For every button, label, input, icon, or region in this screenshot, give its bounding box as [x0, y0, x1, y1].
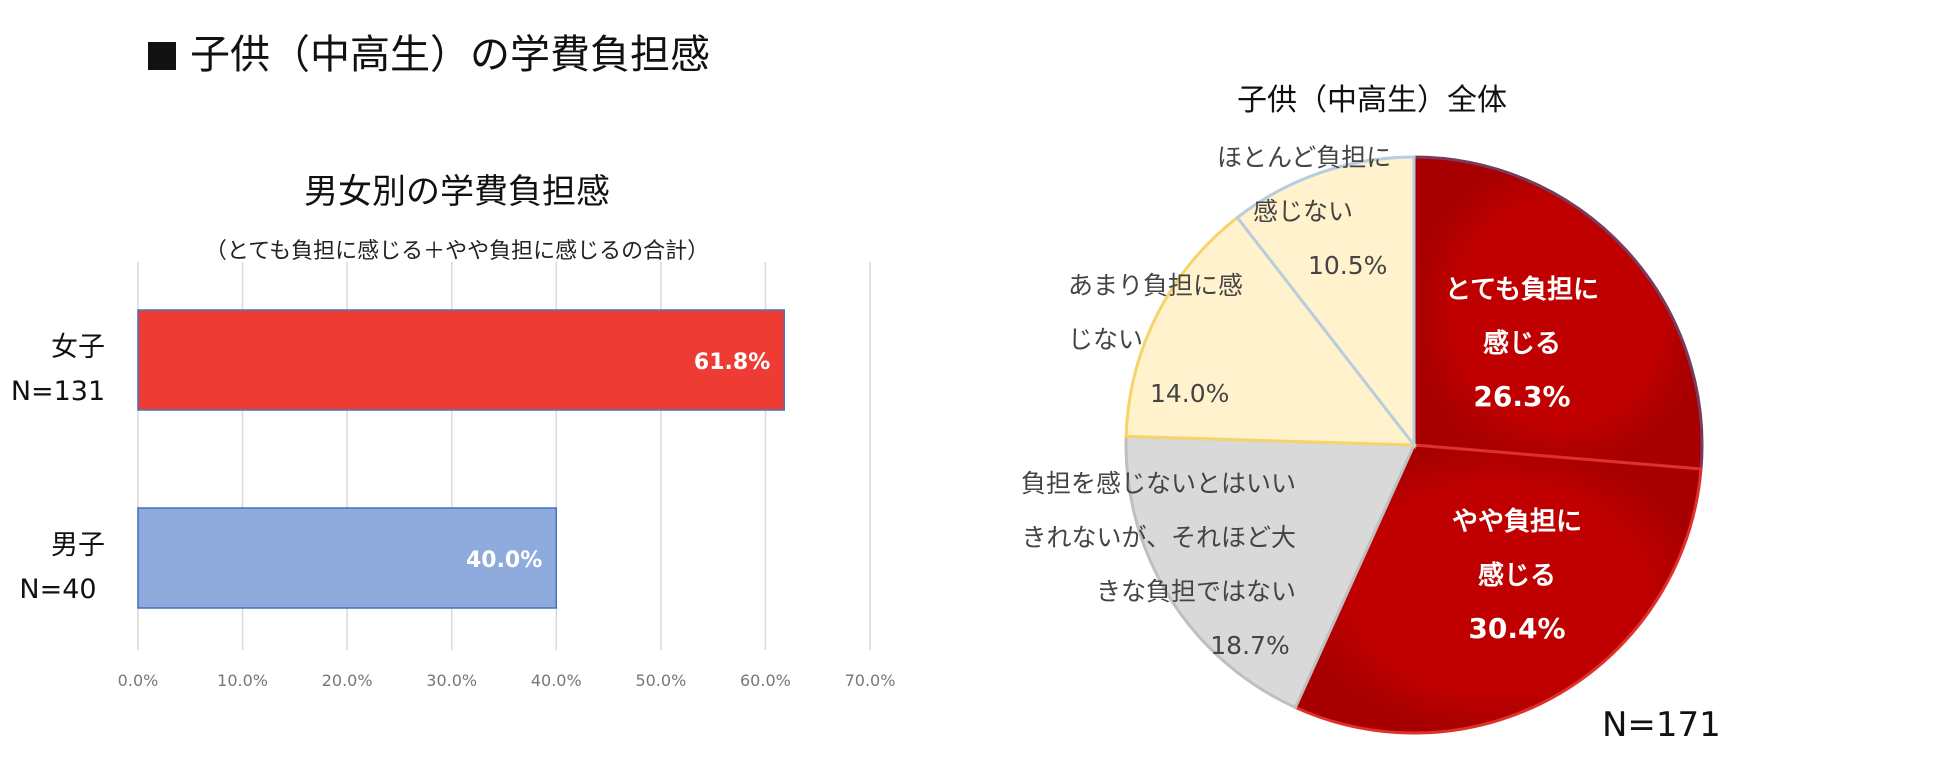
pie-category-label: 感じる	[1483, 329, 1561, 359]
pie-category-label: あまり負担に感	[1068, 271, 1243, 300]
bar-x-tick-label: 0.0%	[118, 671, 159, 690]
pie-value-label: 10.5%	[1308, 251, 1387, 280]
pie-category-label: じない	[1068, 325, 1143, 354]
pie-category-label: きな負担ではない	[1096, 577, 1296, 606]
bar-data-label: 61.8%	[694, 350, 770, 375]
pie-total-n: N=171	[1602, 705, 1721, 745]
pie-category-label: やや負担に	[1452, 507, 1582, 537]
bar-x-tick-label: 40.0%	[531, 671, 582, 690]
pie-category-label: 感じる	[1478, 561, 1556, 591]
pie-labels: とても負担に感じる26.3%やや負担に感じる30.4%負担を感じないとはいいきれ…	[1021, 143, 1599, 660]
bar-x-tick-label: 60.0%	[740, 671, 791, 690]
bar-x-axis: 0.0% 10.0% 20.0% 30.0% 40.0% 50.0% 60.0% 70.0%	[118, 671, 896, 690]
pie-slice	[1235, 155, 1416, 450]
bar-x-tick-label: 10.0%	[217, 671, 268, 690]
pie-category-label: とても負担に	[1445, 275, 1599, 305]
square-bullet-icon	[148, 42, 176, 70]
bar-chart-title: 男女別の学費負担感	[304, 172, 610, 212]
bar-category-label: 男子	[51, 530, 105, 561]
pie-category-label: きれないが、それほど大	[1021, 523, 1296, 552]
bar-x-tick-label: 50.0%	[635, 671, 686, 690]
bar-x-tick-label: 70.0%	[845, 671, 896, 690]
pie-category-label: 負担を感じないとはいい	[1021, 469, 1296, 498]
bar-series: 61.8% 40.0%	[137, 309, 786, 609]
pie-category-label: ほとんど負担に	[1217, 143, 1391, 172]
pie-slices	[1124, 155, 1704, 735]
pie-value-label: 18.7%	[1210, 631, 1289, 660]
bar-data-label: 40.0%	[466, 548, 542, 573]
bar-x-tick-label: 30.0%	[426, 671, 477, 690]
bar-y-axis: 女子 N=131 男子 N=40	[11, 332, 105, 605]
page-title-text: 子供（中高生）の学費負担感	[190, 32, 710, 78]
pie-slice	[1412, 155, 1704, 471]
bar-category-n: N=40	[19, 574, 96, 605]
pie-chart-title: 子供（中高生）全体	[1237, 83, 1507, 118]
bar-category-n: N=131	[11, 376, 105, 407]
page-title: 子供（中高生）の学費負担感	[148, 22, 710, 80]
pie-slice	[1124, 434, 1417, 710]
bar-x-tick-label: 20.0%	[322, 671, 373, 690]
pie-slice	[1293, 443, 1703, 735]
pie-category-label: 感じない	[1253, 197, 1353, 226]
pie-value-label: 30.4%	[1468, 612, 1565, 645]
bar-chart: 男女別の学費負担感 （とても負担に感じる＋やや負担に感じるの合計） 61.8% 4…	[11, 172, 896, 690]
pie-slice	[1124, 215, 1418, 447]
pie-value-label: 26.3%	[1473, 380, 1570, 413]
bar-category-label: 女子	[51, 332, 105, 363]
bar-mark	[137, 309, 786, 411]
bar-chart-subtitle: （とても負担に感じる＋やや負担に感じるの合計）	[205, 239, 709, 264]
bar-mark	[137, 507, 558, 609]
pie-value-label: 14.0%	[1150, 379, 1229, 408]
